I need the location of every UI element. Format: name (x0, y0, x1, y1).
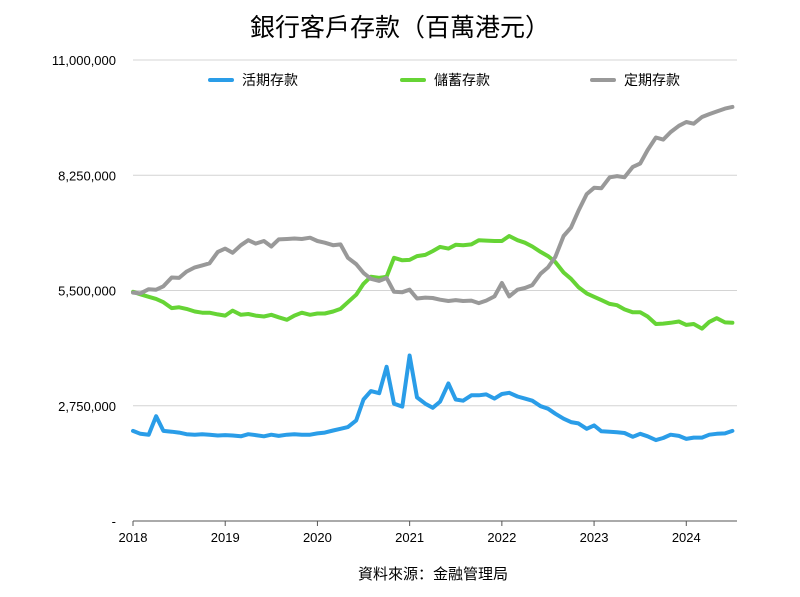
series-lines (131, 104, 735, 443)
x-tick-label: 2021 (395, 530, 424, 545)
x-tick-label: 2024 (672, 530, 701, 545)
x-tick-label: 2022 (487, 530, 516, 545)
legend-label: 定期存款 (624, 73, 680, 89)
x-tick-label: 2019 (211, 530, 240, 545)
y-tick-label: 2,750,000 (58, 399, 116, 414)
y-tick-label: - (112, 514, 116, 529)
y-tick-label: 5,500,000 (58, 284, 116, 299)
chart-title: 銀行客戶存款（百萬港元） (249, 13, 550, 42)
legend-label: 儲蓄存款 (434, 73, 490, 89)
gridlines (133, 59, 737, 407)
x-tick-label: 2018 (119, 530, 148, 545)
series-line-3 (131, 104, 735, 306)
x-tick-label: 2020 (303, 530, 332, 545)
y-tick-label: 8,250,000 (58, 168, 116, 183)
source-note: 資料來源：金融管理局 (357, 565, 508, 583)
series-line-2 (131, 234, 735, 331)
y-tick-label: 11,000,000 (52, 53, 116, 68)
legend-label: 活期存款 (242, 73, 298, 89)
axes: 11,000,0008,250,0005,500,0002,750,000-20… (52, 53, 737, 545)
x-tick-label: 2023 (580, 530, 609, 545)
legend: 活期存款 儲蓄存款 定期存款 (208, 73, 680, 89)
series-line-1 (131, 353, 735, 443)
